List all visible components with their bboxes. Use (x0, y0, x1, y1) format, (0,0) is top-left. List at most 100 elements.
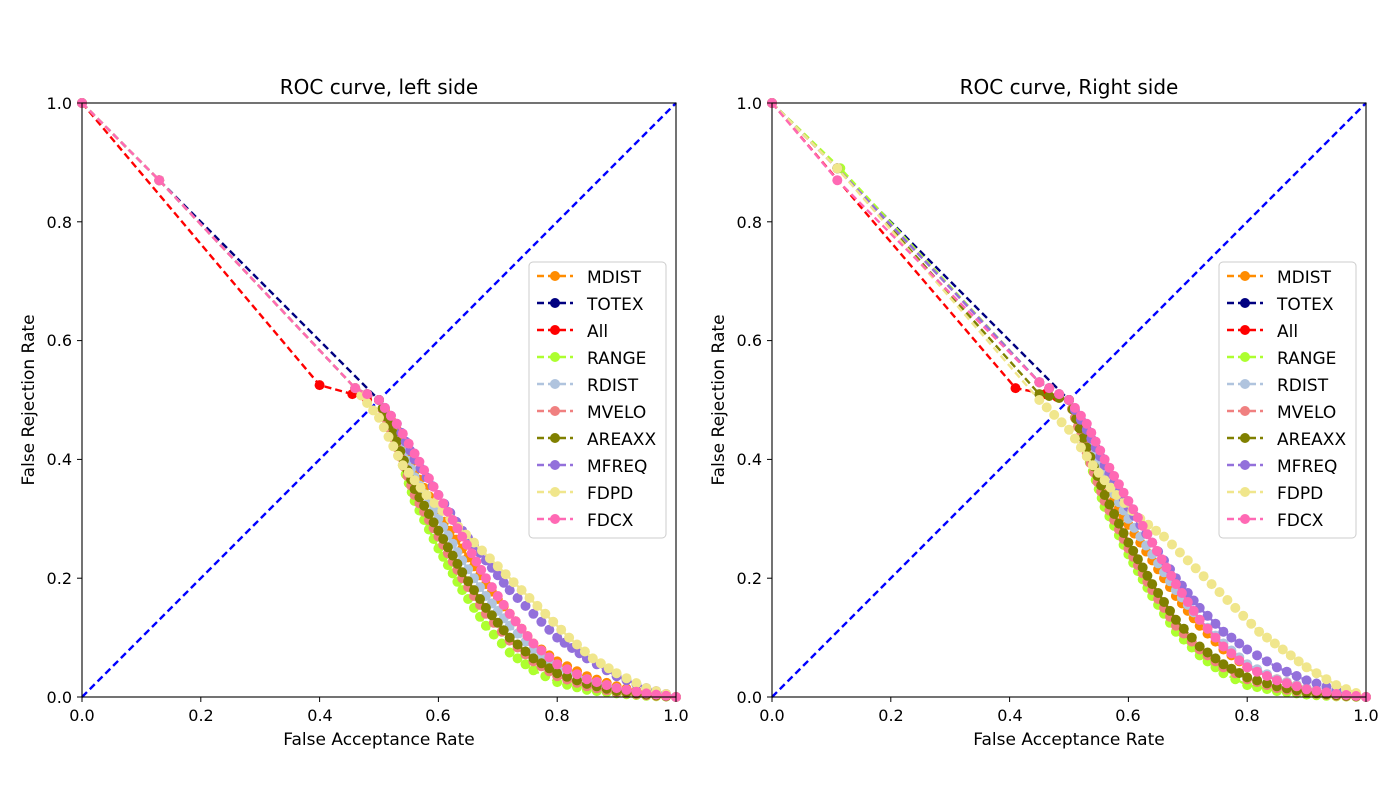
data-point (484, 553, 495, 564)
data-point (832, 175, 843, 186)
data-point (1081, 451, 1092, 462)
data-point (1128, 504, 1139, 515)
data-point (832, 163, 843, 174)
data-point (1311, 668, 1322, 679)
data-point (504, 632, 515, 643)
data-point (641, 688, 652, 699)
data-point (466, 548, 477, 559)
data-point (438, 498, 449, 509)
data-point (1242, 672, 1253, 683)
data-point (1281, 666, 1292, 677)
data-point (1218, 626, 1229, 637)
data-point (1151, 545, 1162, 556)
data-point (579, 646, 590, 657)
legend-marker-totex (550, 298, 560, 308)
data-point (1142, 570, 1153, 581)
data-point (524, 593, 535, 603)
data-point (1341, 690, 1352, 700)
data-point (595, 658, 606, 669)
series-fdpd (767, 98, 1371, 702)
data-point (362, 389, 373, 400)
data-point (552, 668, 563, 679)
data-point (452, 558, 463, 569)
data-point (1198, 571, 1209, 582)
data-point (378, 422, 389, 433)
data-point (1301, 684, 1312, 695)
data-point (611, 683, 622, 694)
legend-label: MDIST (587, 268, 642, 288)
data-point (1123, 537, 1134, 548)
data-point (498, 625, 509, 636)
data-point (1167, 539, 1177, 550)
data-point (1151, 525, 1162, 536)
data-point (516, 623, 527, 634)
data-point (504, 585, 515, 596)
data-point (1170, 614, 1181, 625)
legend-marker-mvelo (550, 406, 560, 416)
legend-label: RDIST (587, 376, 639, 396)
data-point (621, 684, 632, 695)
data-point (428, 517, 439, 528)
data-point (368, 405, 379, 416)
data-point (520, 659, 531, 670)
legend-label: FDCX (587, 511, 634, 531)
legend-marker-fdcx (1240, 514, 1250, 524)
data-point (438, 534, 449, 544)
data-point (314, 380, 325, 391)
data-point (1010, 383, 1021, 394)
data-point (385, 410, 396, 421)
data-point (1041, 402, 1052, 413)
data-point (1086, 427, 1097, 438)
legend-label: FDCX (1277, 511, 1324, 531)
data-point (528, 653, 539, 664)
legend-label: AREAXX (1277, 430, 1346, 450)
data-point (397, 460, 408, 471)
legend-label: RDIST (1277, 376, 1329, 396)
data-point (463, 576, 474, 587)
data-point (492, 591, 503, 601)
data-point (433, 525, 444, 536)
data-point (1206, 579, 1217, 590)
legend-marker-fdpd (550, 487, 560, 497)
legend-marker-mvelo (1240, 406, 1250, 416)
data-point (461, 539, 472, 550)
data-point (536, 645, 547, 656)
data-point (1078, 433, 1089, 443)
data-point (1269, 638, 1280, 649)
data-point (475, 594, 485, 604)
legend-label: FDPD (1277, 484, 1323, 504)
data-point (611, 668, 622, 679)
data-point (415, 482, 426, 493)
data-point (397, 428, 408, 439)
data-point (1234, 668, 1245, 678)
legend-label: TOTEX (586, 295, 644, 315)
data-point (1109, 471, 1120, 481)
x-tick-label: 0.8 (544, 706, 569, 725)
data-point (1113, 479, 1124, 490)
data-point (1064, 424, 1074, 435)
data-point (1331, 680, 1342, 691)
roc-left-panel: ROC curve, left side False Acceptance Ra… (19, 75, 689, 750)
data-point (581, 674, 592, 685)
data-point (1069, 402, 1080, 413)
legend-marker-all (550, 325, 560, 335)
data-point (447, 550, 458, 561)
data-point (1132, 554, 1143, 565)
data-point (486, 610, 497, 621)
data-point (1190, 563, 1201, 574)
legend-marker-mdist (1240, 271, 1250, 281)
data-point (510, 616, 521, 627)
data-point (1118, 487, 1129, 498)
legend-marker-range (550, 352, 560, 362)
data-point (452, 523, 463, 534)
data-point (154, 175, 165, 186)
data-point (1262, 656, 1272, 667)
data-point (1081, 418, 1092, 429)
legend-label: RANGE (1277, 349, 1336, 369)
x-tick-label: 0.4 (997, 706, 1022, 725)
legend-marker-all (1240, 325, 1250, 335)
legend-label: All (1277, 322, 1298, 342)
data-point (631, 678, 642, 689)
data-point (476, 564, 487, 575)
